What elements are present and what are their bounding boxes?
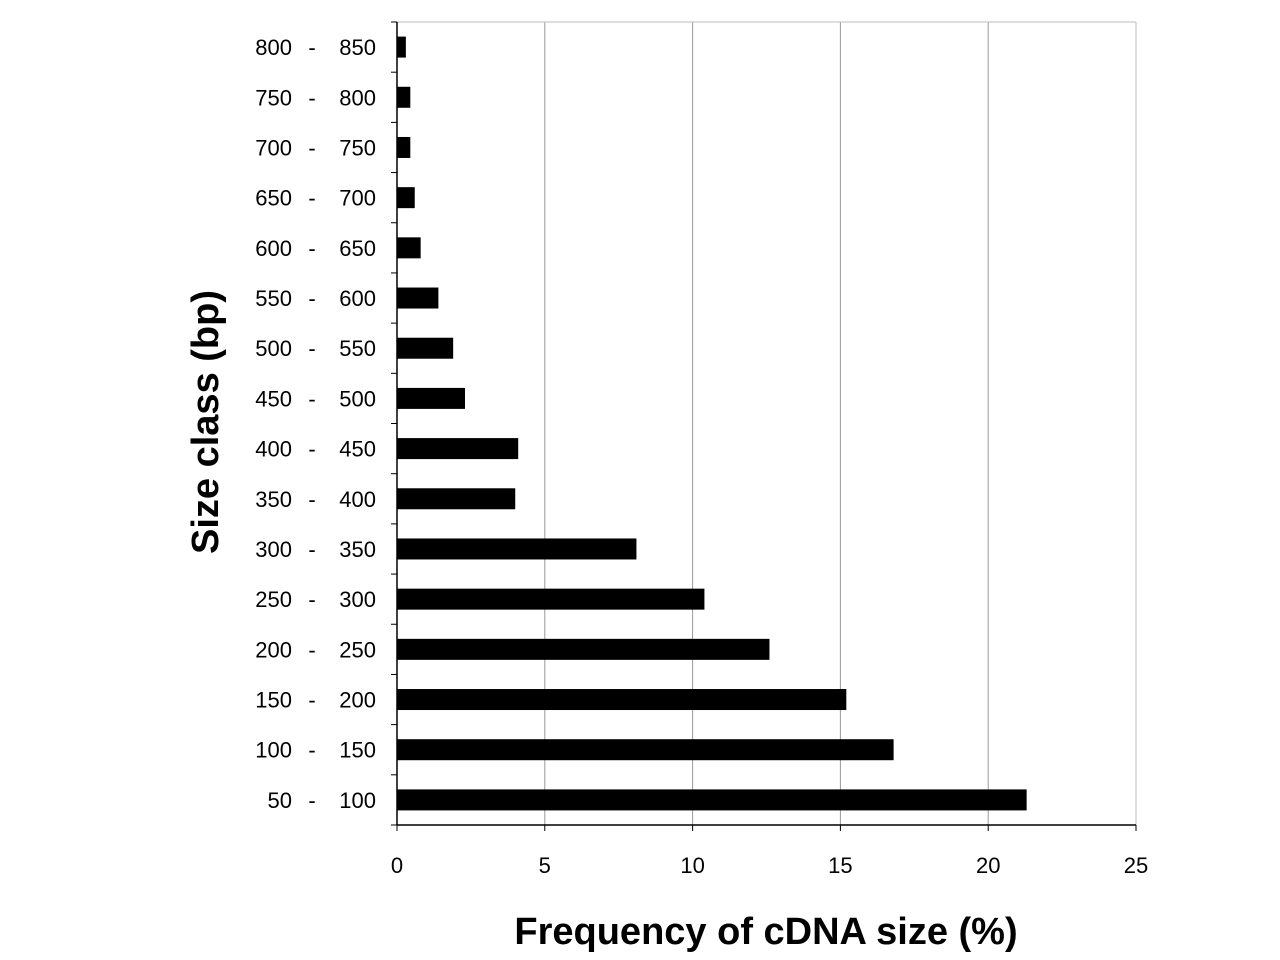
y-tick-label-dash: - [308, 788, 315, 813]
y-tick-label-dash: - [308, 537, 315, 562]
y-tick-label-high: 600 [339, 286, 376, 311]
bar [397, 789, 1027, 811]
x-tick-label: 15 [828, 853, 852, 878]
y-tick-label-high: 250 [339, 637, 376, 662]
bar [397, 488, 516, 510]
y-tick-label-high: 850 [339, 35, 376, 60]
y-tick-label-low: 400 [255, 437, 292, 462]
y-tick-label-high: 500 [339, 386, 376, 411]
y-tick-label-low: 150 [255, 688, 292, 713]
axes [391, 21, 1137, 831]
y-tick-label-dash: - [308, 85, 315, 110]
y-tick-label-low: 250 [255, 587, 292, 612]
y-tick-label-high: 300 [339, 587, 376, 612]
y-tick-label-dash: - [308, 135, 315, 160]
y-tick-label-high: 700 [339, 186, 376, 211]
x-tick-label: 0 [391, 853, 403, 878]
y-tick-label-high: 650 [339, 236, 376, 261]
y-tick-label-low: 100 [255, 738, 292, 763]
y-tick-label-high: 750 [339, 135, 376, 160]
x-tick-label: 25 [1124, 853, 1148, 878]
x-tick-label: 20 [976, 853, 1000, 878]
bar [397, 36, 406, 58]
y-tick-label-high: 800 [339, 85, 376, 110]
y-tick-label-high: 450 [339, 437, 376, 462]
y-tick-label-high: 150 [339, 738, 376, 763]
y-tick-label-low: 550 [255, 286, 292, 311]
bar [397, 438, 519, 460]
y-tick-label-dash: - [308, 587, 315, 612]
y-tick-label-dash: - [308, 688, 315, 713]
y-tick-label-high: 400 [339, 487, 376, 512]
bar [397, 588, 705, 610]
y-tick-label-dash: - [308, 336, 315, 361]
y-axis-title: Size class (bp) [185, 290, 227, 554]
bar [397, 136, 411, 158]
bar [397, 237, 421, 259]
y-tick-label-low: 350 [255, 487, 292, 512]
bar [397, 86, 411, 108]
bar [397, 387, 465, 409]
bars [397, 36, 1027, 811]
y-tick-label-high: 350 [339, 537, 376, 562]
y-tick-label-dash: - [308, 236, 315, 261]
bar [397, 689, 847, 711]
x-tick-label: 5 [539, 853, 551, 878]
x-tick-label: 10 [680, 853, 704, 878]
y-tick-label-dash: - [308, 386, 315, 411]
bar [397, 638, 770, 660]
y-tick-label-low: 50 [268, 788, 292, 813]
y-tick-label-low: 700 [255, 135, 292, 160]
bar [397, 739, 894, 761]
y-tick-label-dash: - [308, 437, 315, 462]
y-tick-label-high: 100 [339, 788, 376, 813]
y-tick-label-dash: - [308, 637, 315, 662]
y-tick-label-low: 750 [255, 85, 292, 110]
y-tick-label-dash: - [308, 738, 315, 763]
y-tick-label-dash: - [308, 35, 315, 60]
bar [397, 187, 415, 209]
y-tick-label-low: 300 [255, 537, 292, 562]
y-tick-label-dash: - [308, 186, 315, 211]
y-tick-label-low: 450 [255, 386, 292, 411]
tick-labels: 0 5 10 15 20 2550-100100-150150-200200-250250… [255, 35, 1148, 878]
bar [397, 538, 637, 560]
y-tick-label-dash: - [308, 286, 315, 311]
y-tick-label-low: 800 [255, 35, 292, 60]
y-tick-label-low: 500 [255, 336, 292, 361]
bar [397, 287, 439, 309]
y-tick-label-low: 650 [255, 186, 292, 211]
x-axis-title: Frequency of cDNA size (%) [514, 911, 1017, 953]
y-tick-label-low: 600 [255, 236, 292, 261]
y-tick-label-low: 200 [255, 637, 292, 662]
y-tick-label-high: 550 [339, 336, 376, 361]
bar [397, 337, 454, 359]
y-tick-label-high: 200 [339, 688, 376, 713]
y-tick-label-dash: - [308, 487, 315, 512]
